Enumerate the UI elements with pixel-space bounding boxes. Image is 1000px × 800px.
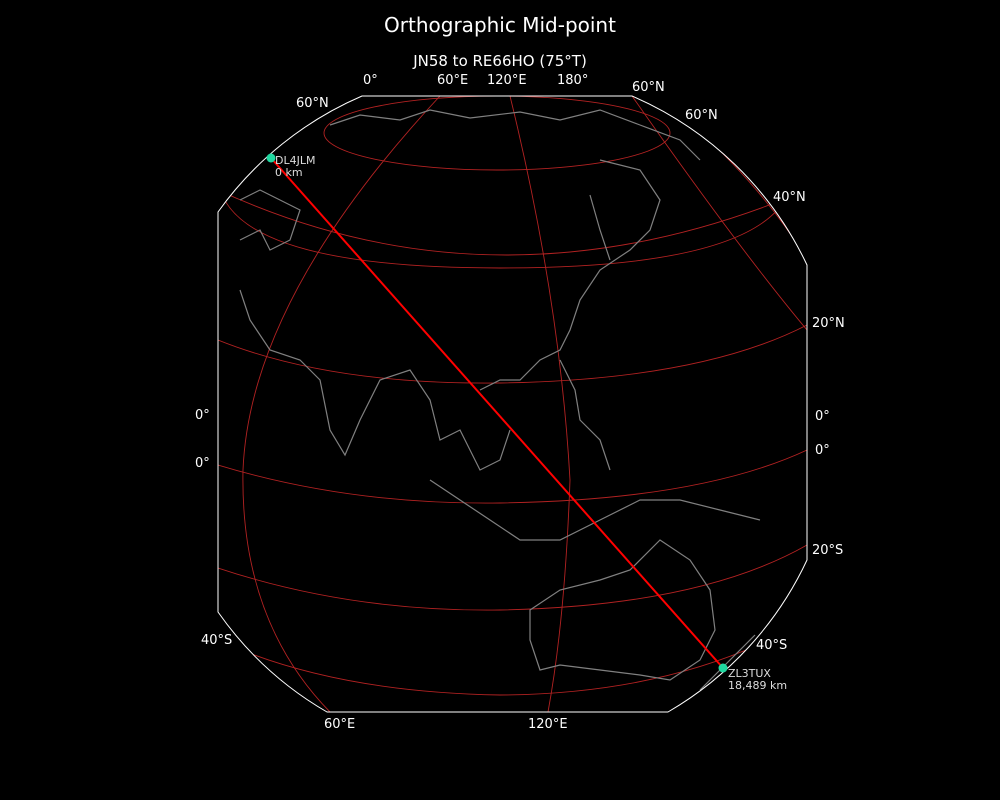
lat-label: 20°S [812,543,844,558]
station-label-end: ZL3TUX 18,489 km [728,668,787,692]
lon-label: 60°E [324,717,356,732]
lat-label: 40°S [756,638,788,653]
lat-label: 0° [195,456,210,471]
globe-border [217,95,808,713]
lat-label: 60°N [296,96,329,111]
lat-label: 40°S [201,633,233,648]
lat-label: 0° [195,408,210,423]
graticule [218,96,807,712]
lon-label: 120°E [528,717,568,732]
station-distance: 18,489 km [728,679,788,692]
lon-label: 0° [363,73,378,88]
great-circle-path [270,157,724,669]
station-call: ZL3TUX [728,667,771,680]
lat-label: 0° [815,409,830,424]
station-call: DL4JLM [275,154,316,167]
lat-label: 60°N [685,108,718,123]
station-marker-start[interactable] [266,153,276,163]
map-title: Orthographic Mid-point [384,13,616,37]
lon-label: 60°E [437,73,469,88]
lat-label: 20°N [812,316,845,331]
lat-label: 0° [815,443,830,458]
lon-label: 180° [557,73,589,88]
lat-label: 60°N [632,80,665,95]
map-subtitle: JN58 to RE66HO (75°T) [413,52,587,70]
station-marker-end[interactable] [718,663,728,673]
station-distance: 0 km [275,166,303,179]
station-label-start: DL4JLM 0 km [275,155,315,179]
lat-label: 40°N [773,190,806,205]
coastlines [239,109,761,691]
lon-label: 120°E [487,73,527,88]
